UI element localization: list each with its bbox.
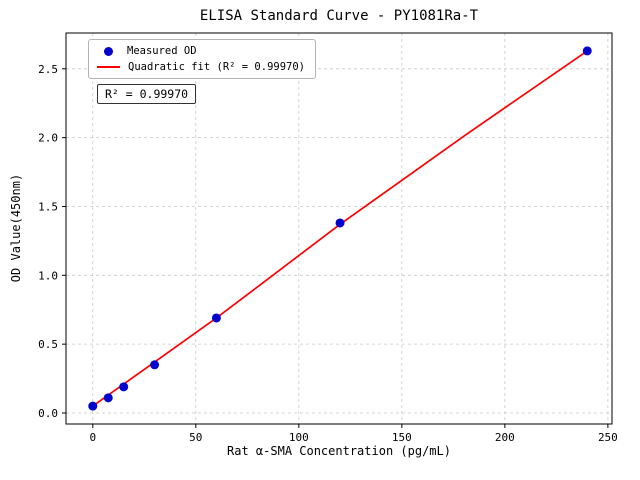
y-tick-label: 1.0: [38, 269, 58, 282]
data-point: [119, 382, 129, 392]
data-point: [211, 313, 221, 323]
legend-item-measured: Measured OD: [97, 45, 305, 57]
x-axis-label: Rat α-SMA Concentration (pg/mL): [227, 444, 451, 458]
x-tick-label: 150: [392, 431, 412, 444]
legend-item-fit: Quadratic fit (R² = 0.99970): [97, 61, 305, 73]
data-point: [150, 360, 160, 370]
chart-title: ELISA Standard Curve - PY1081Ra-T: [199, 8, 479, 24]
data-point: [335, 218, 345, 228]
legend: Measured OD Quadratic fit (R² = 0.99970): [88, 39, 317, 79]
x-tick-label: 100: [289, 431, 309, 444]
plot-border: [65, 32, 613, 425]
x-tick-label: 50: [189, 431, 202, 444]
data-point: [88, 401, 98, 411]
data-point: [582, 46, 592, 56]
r-squared-annotation: R² = 0.99970: [97, 84, 197, 104]
fit-line-marker-icon: [97, 66, 120, 68]
legend-label-fit: Quadratic fit (R² = 0.99970): [128, 61, 306, 73]
y-tick-label: 0.5: [38, 338, 58, 351]
x-tick-label: 250: [598, 431, 618, 444]
y-tick-label: 2.5: [38, 63, 58, 76]
measured-od-marker-icon: [104, 46, 113, 56]
y-tick-label: 2.0: [38, 132, 58, 145]
data-point: [103, 393, 113, 403]
y-tick-label: 1.5: [38, 200, 58, 213]
x-tick-label: 0: [89, 431, 96, 444]
y-axis-label: OD Value(450nm): [9, 173, 23, 283]
x-tick-label: 200: [495, 431, 515, 444]
y-tick-label: 0.0: [38, 407, 58, 420]
fit-line: [92, 50, 588, 407]
legend-label-measured: Measured OD: [127, 45, 197, 57]
